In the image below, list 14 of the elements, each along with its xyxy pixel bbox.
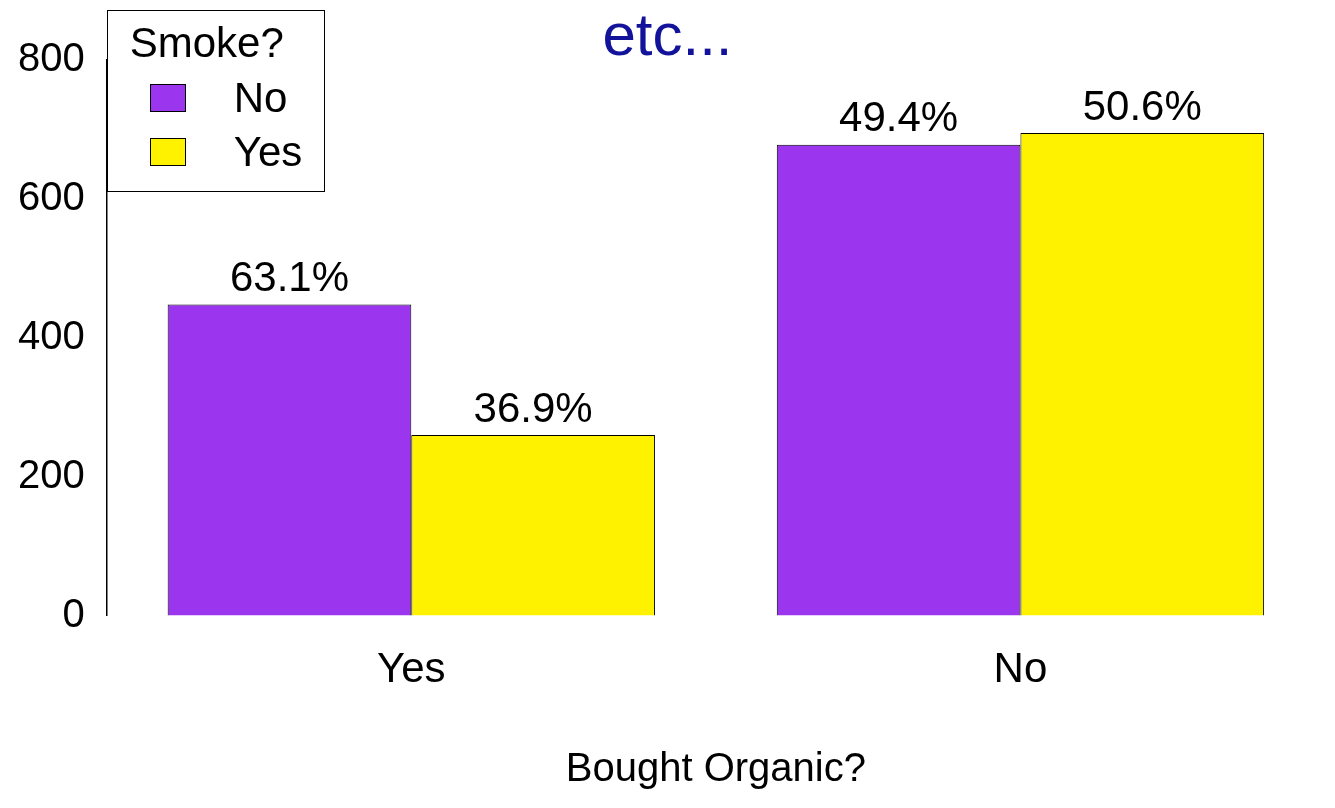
chart-title: etc... xyxy=(602,1,733,68)
y-tick-label: 0 xyxy=(62,590,85,635)
y-tick-label: 800 xyxy=(17,35,85,80)
annotation: 63.1% xyxy=(229,253,350,301)
legend-label: Yes xyxy=(233,128,303,176)
y-tick-label: 200 xyxy=(17,451,85,496)
y-tick-label: 400 xyxy=(17,312,85,357)
legend-label: No xyxy=(233,74,288,122)
annotation: 50.6% xyxy=(1082,81,1202,129)
x-axis-title: Bought Organic? xyxy=(565,745,866,790)
annotation: 36.9% xyxy=(473,383,593,431)
annotation: 49.4% xyxy=(839,93,959,141)
y-tick-label: 600 xyxy=(17,173,85,218)
legend-title: Smoke? xyxy=(129,19,285,67)
